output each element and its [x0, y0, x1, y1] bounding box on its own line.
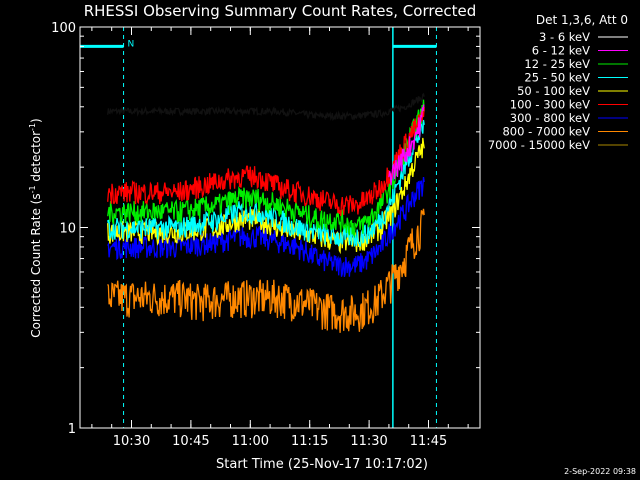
timestamp: 2-Sep-2022 09:38	[564, 467, 636, 476]
y-axis-label-sup1: -1	[28, 185, 37, 193]
legend-label-5: 50 - 100 keV	[517, 84, 590, 98]
y-axis-label: Corrected Count Rate (s-1 detector-1)	[28, 118, 43, 337]
legend-label-6: 100 - 300 keV	[510, 98, 590, 112]
y-tick-label: 10	[59, 222, 76, 237]
y-axis-label-part1: Corrected Count Rate (s	[29, 193, 43, 337]
legend-label-3: 12 - 25 keV	[524, 57, 590, 71]
y-axis-label-part2: detector	[29, 131, 43, 186]
y-tick-label: 1	[68, 422, 76, 437]
x-axis-ticks: 10:30 10:45 11:00 11:15 11:30 11:45	[91, 27, 469, 449]
legend-label-1: 3 - 6 keV	[539, 30, 590, 44]
x-tick-label: 11:30	[350, 434, 387, 449]
legend-label-8: 800 - 7000 keV	[502, 125, 590, 139]
y-axis-label-sup2: -1	[28, 123, 37, 131]
y-tick-label: 100	[51, 21, 76, 36]
series-line-6	[107, 107, 425, 217]
series-line-5	[107, 137, 425, 255]
series-line-2	[388, 104, 425, 186]
legend-label-7: 300 - 800 keV	[510, 111, 590, 125]
plot-area: N	[80, 27, 437, 428]
series-line-7	[107, 177, 425, 278]
x-tick-label: 11:15	[291, 434, 328, 449]
series-line-8	[107, 208, 425, 333]
series-line-1	[107, 92, 425, 122]
legend-label-4: 25 - 50 keV	[524, 71, 590, 85]
x-tick-label: 10:30	[113, 434, 150, 449]
legend-title: Det 1,3,6, Att 0	[536, 13, 628, 27]
x-axis-label: Start Time (25-Nov-17 10:17:02)	[216, 457, 428, 472]
legend-label-9: 7000 - 15000 keV	[488, 138, 590, 152]
mode-label: N	[128, 39, 135, 49]
x-tick-label: 11:45	[410, 434, 447, 449]
x-tick-label: 10:45	[172, 434, 209, 449]
legend-label-2: 6 - 12 keV	[532, 44, 590, 58]
y-axis-label-part3: )	[29, 118, 43, 123]
chart-title: RHESSI Observing Summary Count Rates, Co…	[84, 2, 477, 20]
x-tick-label: 11:00	[232, 434, 269, 449]
y-axis-ticks: 1 10 100	[51, 21, 480, 437]
series-line-3	[107, 99, 425, 239]
